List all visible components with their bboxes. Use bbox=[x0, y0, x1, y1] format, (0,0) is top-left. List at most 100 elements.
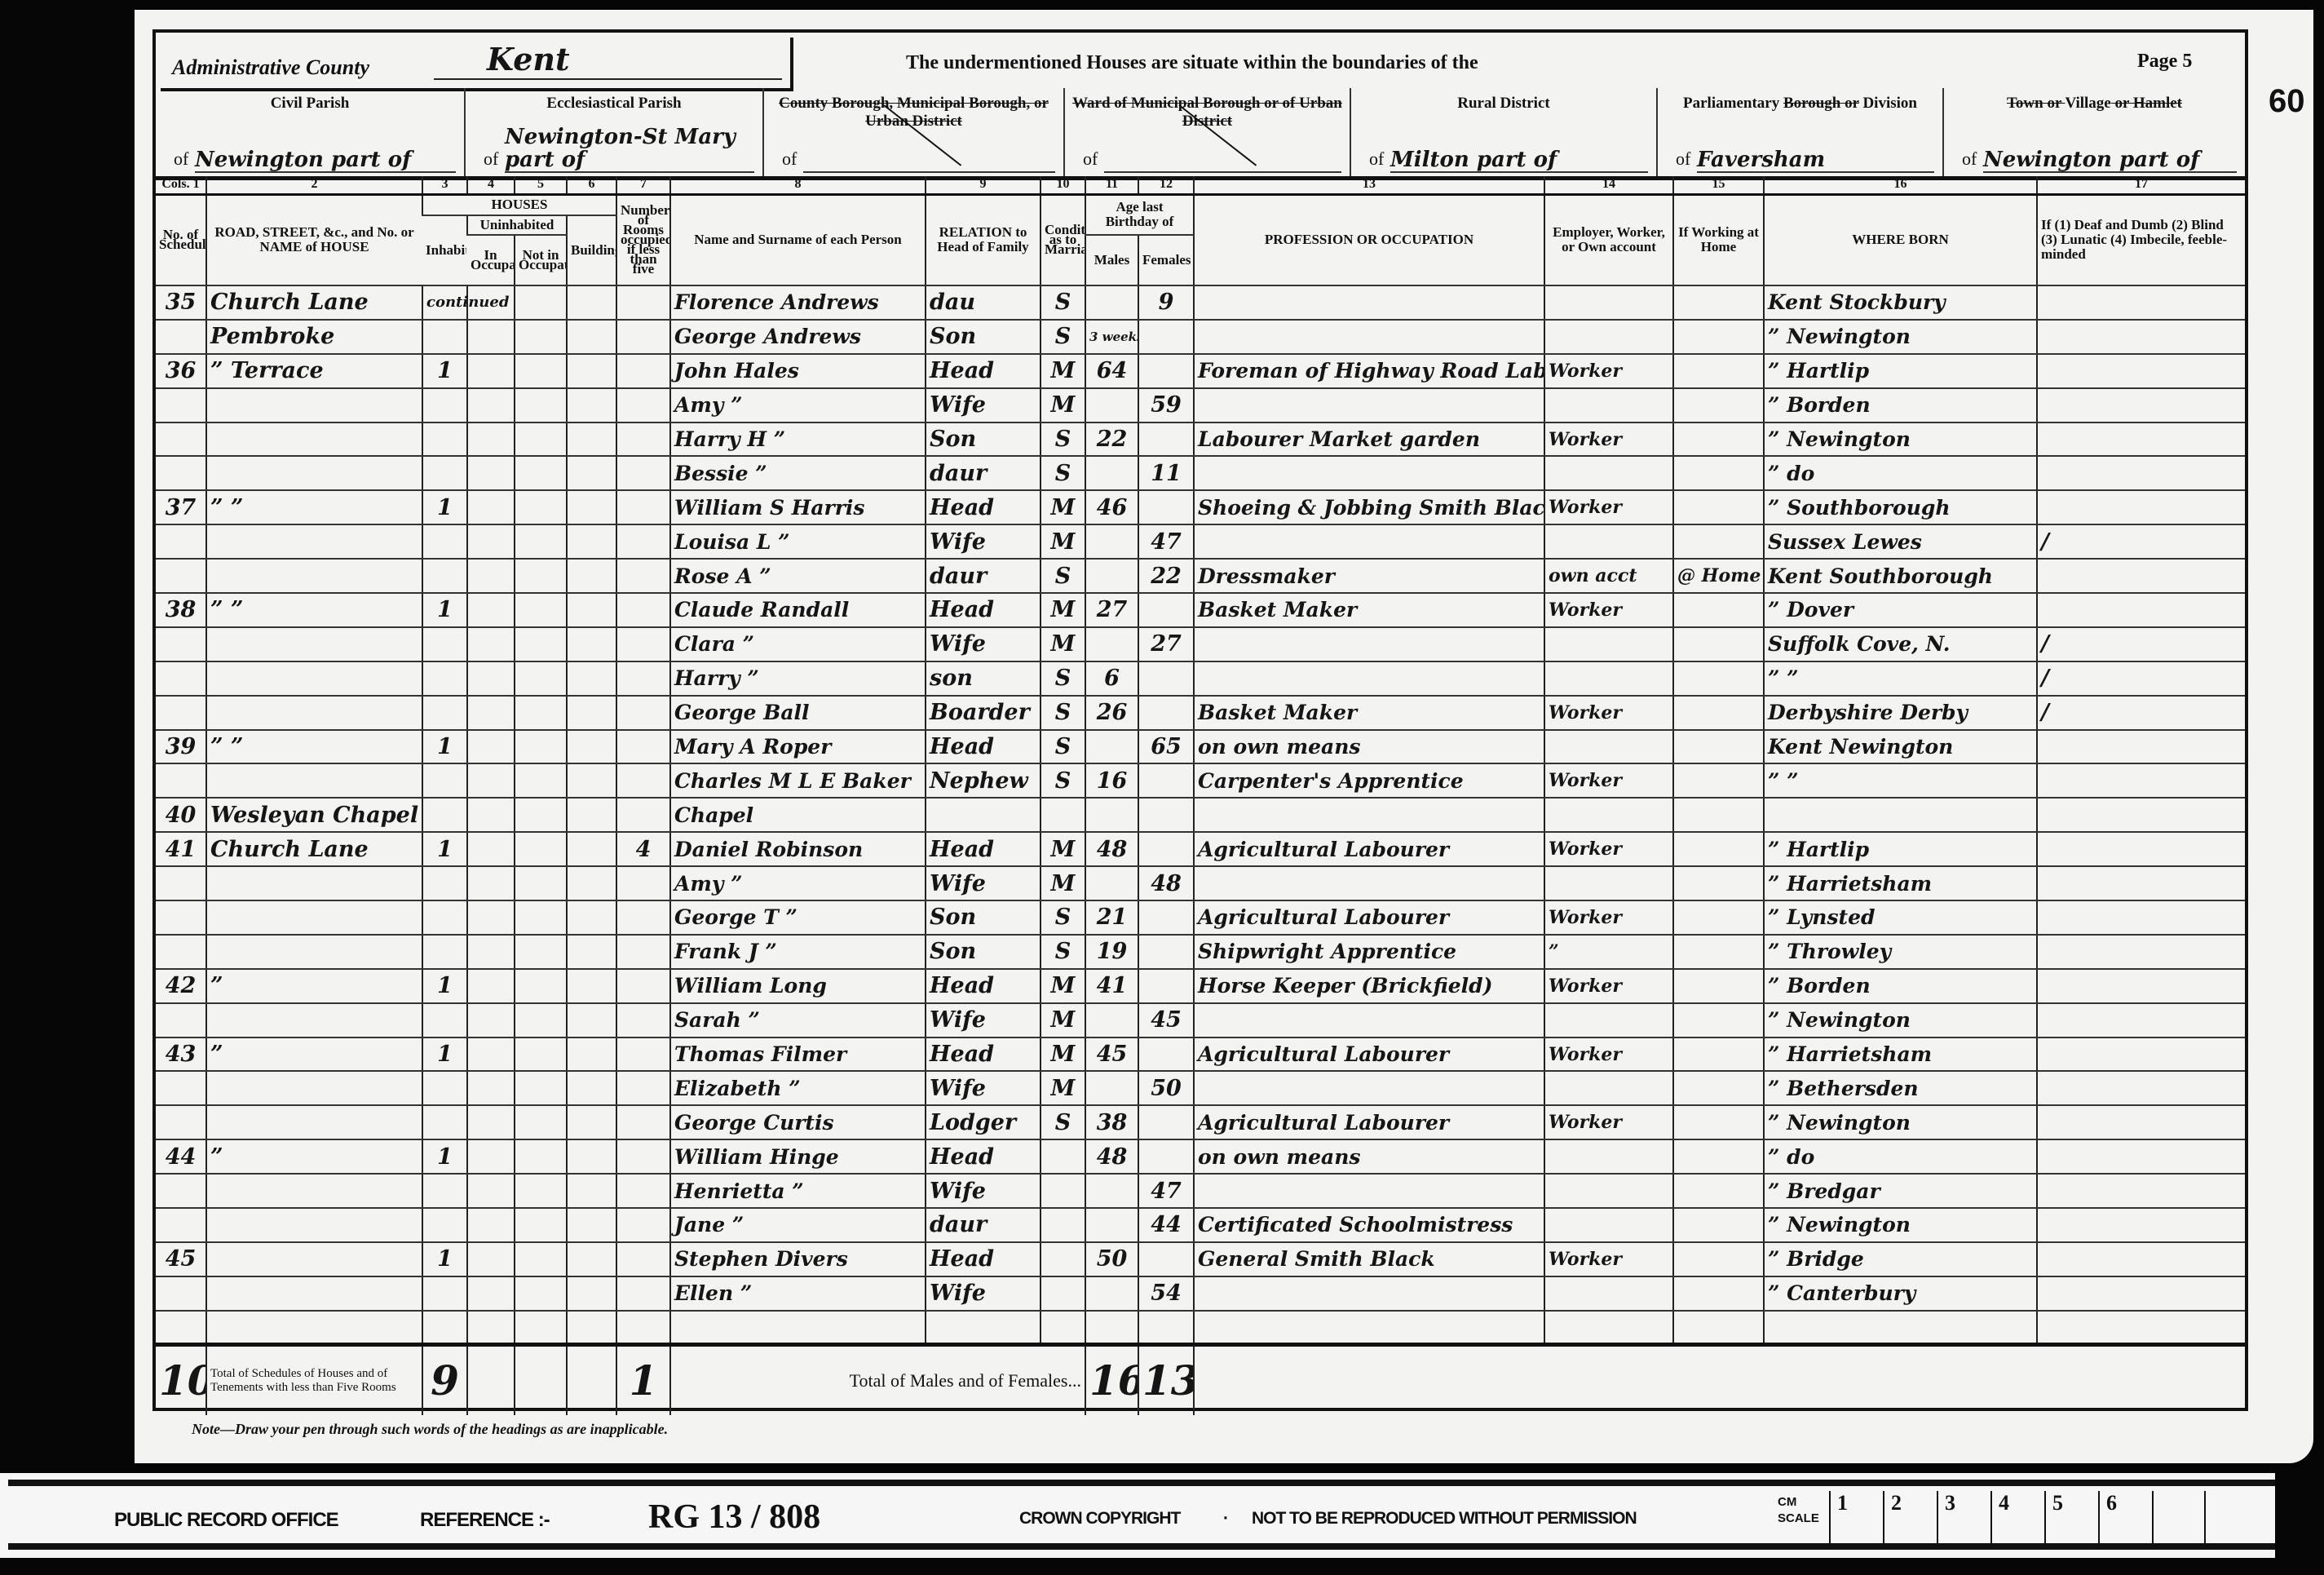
schedule-number bbox=[156, 1310, 206, 1346]
birthplace: Kent Southborough bbox=[1763, 559, 2037, 595]
condition: S bbox=[1040, 661, 1085, 697]
person-name: Claude Randall bbox=[669, 593, 926, 628]
age-female bbox=[1138, 968, 1194, 1004]
table-row bbox=[156, 1310, 2245, 1346]
in-occupation bbox=[466, 1002, 515, 1038]
not-in-occupation bbox=[514, 1276, 567, 1312]
condition: S bbox=[1040, 1105, 1085, 1141]
condition: S bbox=[1040, 763, 1085, 799]
infirmity bbox=[2036, 353, 2245, 389]
condition: M bbox=[1040, 968, 1085, 1004]
inhabited-count: 1 bbox=[422, 1037, 467, 1073]
employment: Worker bbox=[1544, 593, 1673, 628]
label-part: Rural District bbox=[1457, 95, 1550, 112]
person-name: Harry H ” bbox=[669, 422, 926, 458]
infirmity bbox=[2036, 798, 2245, 834]
person-name: Bessie ” bbox=[669, 456, 926, 492]
page-number: Page 5 bbox=[2137, 51, 2193, 72]
condition: M bbox=[1040, 387, 1085, 423]
building bbox=[566, 1037, 616, 1073]
inhabited-count bbox=[422, 387, 467, 423]
table-row: George Curtis Lodger S 38 Agricultural Labou… bbox=[156, 1105, 2245, 1141]
person-name: Clara ” bbox=[669, 626, 926, 662]
schedule-number: 42 bbox=[156, 968, 206, 1004]
total-schedules: 10 bbox=[156, 1343, 206, 1415]
rooms-count bbox=[616, 1071, 670, 1107]
road-address bbox=[205, 763, 422, 799]
employment: Worker bbox=[1544, 1037, 1673, 1073]
occupation bbox=[1193, 798, 1544, 834]
rooms-count bbox=[616, 661, 670, 697]
not-in-occupation bbox=[514, 1105, 567, 1141]
age-male bbox=[1085, 456, 1138, 492]
table-row: Henrietta ” Wife 47 ” Bredgar bbox=[156, 1174, 2245, 1210]
birthplace: ” Bridge bbox=[1763, 1241, 2037, 1277]
archive-footer: PUBLIC RECORD OFFICE REFERENCE :- RG 13 … bbox=[0, 1473, 2275, 1558]
person-name: Henrietta ” bbox=[669, 1174, 926, 1210]
person-name bbox=[669, 1310, 926, 1346]
occupation bbox=[1193, 1310, 1544, 1346]
road-address: ” Terrace bbox=[205, 353, 422, 389]
birthplace: ” Borden bbox=[1763, 387, 2037, 423]
age-female bbox=[1138, 353, 1194, 389]
area-value: Newington-St Mary part of bbox=[505, 126, 754, 173]
infirmity bbox=[2036, 900, 2245, 936]
age-male bbox=[1085, 1002, 1138, 1038]
inhabited-count bbox=[422, 319, 467, 355]
road-address: Wesleyan Chapel bbox=[205, 798, 422, 834]
condition bbox=[1040, 1241, 1085, 1277]
employment bbox=[1544, 1002, 1673, 1038]
condition: S bbox=[1040, 559, 1085, 595]
column-number: 9 bbox=[925, 176, 1040, 196]
footer-reference-label: REFERENCE :- bbox=[420, 1509, 550, 1531]
table-row: Harry ” son S 6 ” ” / bbox=[156, 661, 2245, 697]
in-occupation bbox=[466, 387, 515, 423]
condition: S bbox=[1040, 934, 1085, 970]
birthplace: ” ” bbox=[1763, 661, 2037, 697]
label-part: Ecclesiastical Parish bbox=[546, 95, 682, 112]
employment bbox=[1544, 1174, 1673, 1210]
total-inhabited: 9 bbox=[422, 1343, 467, 1415]
schedule-number bbox=[156, 319, 206, 355]
relation: Head bbox=[925, 729, 1040, 765]
county-line bbox=[434, 78, 782, 80]
rooms-count bbox=[616, 729, 670, 765]
not-in-occupation bbox=[514, 1310, 567, 1346]
building bbox=[566, 422, 616, 458]
birthplace: ” Southborough bbox=[1763, 490, 2037, 526]
birthplace: ” Harrietsham bbox=[1763, 1037, 2037, 1073]
total-rooms: 1 bbox=[616, 1343, 670, 1415]
rooms-count bbox=[616, 763, 670, 799]
schedule-number bbox=[156, 934, 206, 970]
relation: Son bbox=[925, 422, 1040, 458]
working-at-home bbox=[1672, 1002, 1764, 1038]
column-number: 16 bbox=[1763, 176, 2037, 196]
schedule-number bbox=[156, 559, 206, 595]
schedule-number bbox=[156, 387, 206, 423]
scale-box: 5 bbox=[2044, 1491, 2098, 1546]
inhabited-count: 1 bbox=[422, 832, 467, 868]
person-name: Mary A Roper bbox=[669, 729, 926, 765]
relation: Head bbox=[925, 593, 1040, 628]
not-in-occupation bbox=[514, 353, 567, 389]
working-at-home bbox=[1672, 763, 1764, 799]
person-name: George T ” bbox=[669, 900, 926, 936]
total-males: 16 bbox=[1085, 1343, 1138, 1415]
col-employment: Employer, Worker, or Own account bbox=[1544, 194, 1673, 286]
birthplace: ” Dover bbox=[1763, 593, 2037, 628]
age-male: 19 bbox=[1085, 934, 1138, 970]
col-road: ROAD, STREET, &c., and No. or NAME of HO… bbox=[205, 194, 422, 286]
area-heading: Parliamentary Borough or Division of Faver… bbox=[1656, 88, 1942, 176]
condition bbox=[1040, 798, 1085, 834]
age-male bbox=[1085, 1071, 1138, 1107]
infirmity bbox=[2036, 1139, 2245, 1175]
not-in-occupation bbox=[514, 934, 567, 970]
relation: Wife bbox=[925, 524, 1040, 560]
age-female: 9 bbox=[1138, 285, 1194, 321]
working-at-home bbox=[1672, 798, 1764, 834]
working-at-home bbox=[1672, 456, 1764, 492]
area-of: of bbox=[1676, 148, 1691, 169]
building bbox=[566, 968, 616, 1004]
person-name: Rose A ” bbox=[669, 559, 926, 595]
road-address: ” ” bbox=[205, 729, 422, 765]
